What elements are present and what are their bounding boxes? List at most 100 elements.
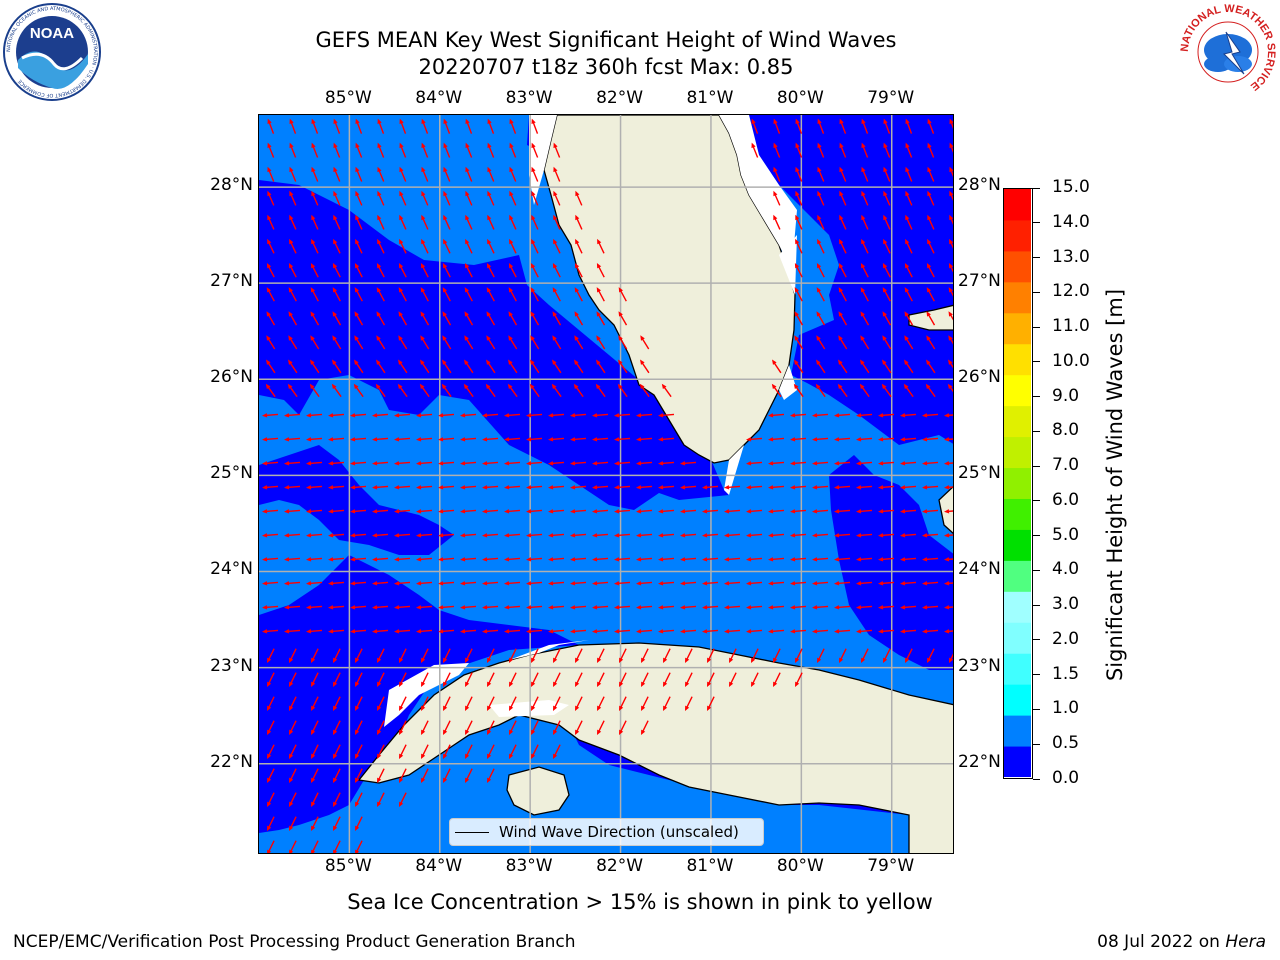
wind-wave-arrowhead bbox=[573, 383, 579, 389]
wind-wave-arrowhead bbox=[398, 311, 403, 317]
wind-wave-arrowhead bbox=[262, 557, 268, 562]
colorbar-segment bbox=[1004, 684, 1031, 716]
wind-wave-arrowhead bbox=[944, 509, 950, 514]
wind-wave-arrowhead bbox=[926, 311, 931, 317]
wind-wave-arrowhead bbox=[311, 825, 316, 831]
wind-wave-arrowhead bbox=[680, 581, 686, 586]
wind-wave-arrowhead bbox=[372, 605, 378, 610]
wind-wave-arrowhead bbox=[377, 681, 382, 687]
wind-wave-arrowhead bbox=[883, 214, 888, 221]
wind-wave-arrowhead bbox=[311, 190, 316, 197]
wind-wave-arrowhead bbox=[658, 461, 664, 466]
wind-wave-arrowhead bbox=[419, 383, 425, 389]
wind-wave-arrowhead bbox=[878, 437, 884, 442]
wind-wave-arrowhead bbox=[639, 383, 645, 389]
wind-wave-arrowhead bbox=[354, 311, 359, 317]
wind-wave-arrowhead bbox=[284, 437, 290, 442]
wind-wave-arrowhead bbox=[768, 581, 774, 586]
wind-wave-arrowhead bbox=[289, 849, 294, 853]
wind-wave-arrowhead bbox=[878, 485, 884, 490]
wind-wave-arrowhead bbox=[839, 657, 844, 663]
wind-wave-arrowhead bbox=[376, 287, 381, 293]
colorbar-tick-mark bbox=[1033, 708, 1040, 710]
map-svg bbox=[259, 115, 953, 853]
wind-wave-arrowhead bbox=[724, 533, 730, 538]
lon-tick-label: 84°W bbox=[415, 856, 463, 876]
wind-wave-arrowhead bbox=[332, 311, 337, 317]
wind-wave-arrowhead bbox=[680, 605, 686, 610]
wind-wave-arrowhead bbox=[487, 118, 492, 124]
wind-wave-arrowhead bbox=[421, 118, 426, 124]
wind-wave-arrowhead bbox=[724, 581, 730, 586]
wind-wave-arrowhead bbox=[289, 681, 294, 687]
wind-wave-arrowhead bbox=[530, 359, 535, 365]
colorbar-segment bbox=[1004, 498, 1031, 530]
wind-wave-arrowhead bbox=[399, 801, 404, 807]
lat-tick-label: 22°N bbox=[210, 751, 253, 772]
wind-wave-arrowhead bbox=[420, 287, 425, 293]
wind-wave-arrowhead bbox=[526, 629, 532, 634]
wind-wave-arrowhead bbox=[768, 605, 774, 610]
wind-wave-arrowhead bbox=[442, 335, 447, 341]
wind-wave-arrowhead bbox=[310, 263, 316, 269]
wind-wave-arrowhead bbox=[922, 485, 928, 490]
wind-wave-arrowhead bbox=[331, 383, 337, 389]
wind-wave-arrowhead bbox=[878, 605, 884, 610]
wind-wave-arrowhead bbox=[570, 533, 576, 538]
colorbar-tick-label: 9.0 bbox=[1052, 385, 1080, 406]
wind-wave-arrowhead bbox=[328, 581, 334, 586]
wind-wave-arrowhead bbox=[636, 557, 642, 562]
wind-wave-arrowhead bbox=[377, 657, 382, 663]
wind-wave-arrowhead bbox=[311, 142, 316, 149]
sea-ice-note: Sea Ice Concentration > 15% is shown in … bbox=[347, 890, 933, 914]
wind-wave-arrowhead bbox=[685, 681, 690, 687]
wind-wave-arrowhead bbox=[551, 383, 557, 389]
wind-wave-arrowhead bbox=[839, 190, 844, 197]
colorbar-tick-mark bbox=[1033, 291, 1040, 293]
wind-wave-arrowhead bbox=[267, 849, 272, 853]
wind-wave-arrowhead bbox=[640, 359, 645, 365]
wind-wave-arrowhead bbox=[882, 335, 887, 341]
wind-wave-arrowhead bbox=[658, 413, 664, 418]
colorbar-tick-label: 15.0 bbox=[1052, 177, 1090, 197]
wind-wave-arrowhead bbox=[350, 485, 356, 490]
wind-wave-arrowhead bbox=[311, 118, 316, 124]
wind-wave-arrowhead bbox=[900, 533, 906, 538]
wind-wave-arrowhead bbox=[905, 142, 910, 149]
wind-wave-arrowhead bbox=[438, 437, 444, 442]
wind-wave-arrowhead bbox=[328, 461, 334, 466]
wind-wave-arrowhead bbox=[267, 190, 272, 197]
wind-wave-arrowhead bbox=[509, 166, 514, 173]
wind-wave-arrowhead bbox=[618, 335, 623, 341]
wind-wave-arrowhead bbox=[530, 335, 535, 341]
wind-wave-arrowhead bbox=[641, 705, 646, 711]
wind-wave-arrowhead bbox=[399, 214, 404, 221]
wind-wave-arrowhead bbox=[746, 557, 752, 562]
wind-wave-arrowhead bbox=[394, 605, 400, 610]
wind-wave-arrowhead bbox=[509, 214, 514, 221]
wind-wave-arrowhead bbox=[504, 413, 510, 418]
wind-wave-arrowhead bbox=[311, 681, 316, 687]
wind-wave-arrowhead bbox=[685, 657, 690, 663]
wind-wave-arrowhead bbox=[328, 437, 334, 442]
wind-wave-arrowhead bbox=[355, 849, 360, 853]
wind-wave-arrowhead bbox=[504, 533, 510, 538]
wind-wave-arrowhead bbox=[883, 190, 888, 197]
wind-wave-arrowhead bbox=[795, 190, 800, 197]
wind-wave-arrowhead bbox=[531, 657, 536, 663]
wind-wave-arrowhead bbox=[460, 533, 466, 538]
wind-wave-arrowhead bbox=[548, 461, 554, 466]
wind-wave-arrowhead bbox=[526, 509, 532, 514]
wind-wave-arrowhead bbox=[526, 533, 532, 538]
wind-wave-arrowhead bbox=[372, 461, 378, 466]
wind-wave-arrowhead bbox=[552, 287, 557, 293]
lon-tick-label: 79°W bbox=[867, 88, 915, 108]
wind-wave-arrowhead bbox=[548, 533, 554, 538]
wind-wave-arrowhead bbox=[420, 263, 426, 269]
wind-wave-arrowhead bbox=[746, 581, 752, 586]
wind-wave-arrowhead bbox=[751, 118, 756, 124]
lon-tick-label: 81°W bbox=[686, 856, 734, 876]
wind-wave-arrowhead bbox=[861, 166, 866, 173]
wind-wave-arrowhead bbox=[416, 413, 422, 418]
wind-wave-arrowhead bbox=[838, 287, 843, 293]
